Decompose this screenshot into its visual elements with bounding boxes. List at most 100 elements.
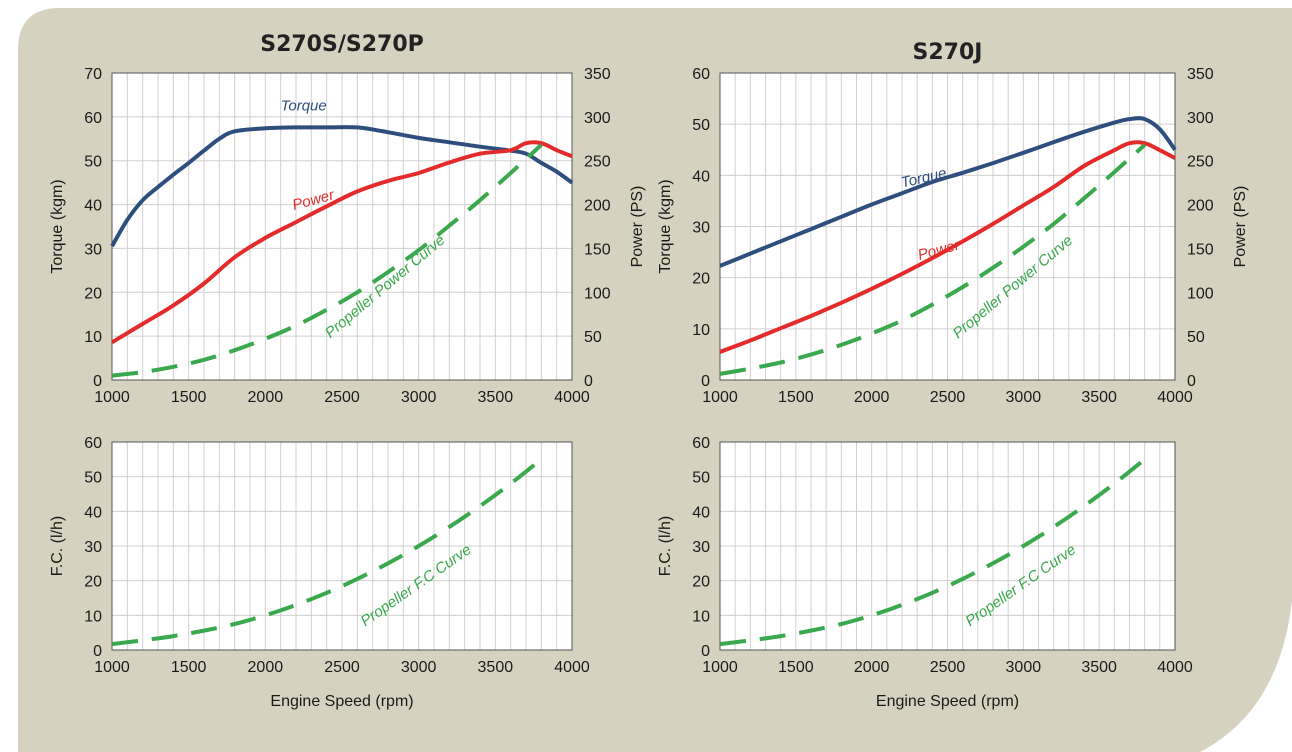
x-tick-label: 3000 bbox=[401, 389, 437, 406]
y-tick-label: 20 bbox=[692, 271, 710, 288]
annotation-torque-label: Torque bbox=[281, 97, 327, 114]
y2-tick-label: 250 bbox=[584, 154, 611, 171]
y2-tick-label: 200 bbox=[584, 198, 611, 215]
y-tick-label: 40 bbox=[84, 504, 102, 521]
x-tick-label: 2000 bbox=[854, 389, 890, 406]
x-axis-label: Engine Speed (rpm) bbox=[270, 693, 413, 710]
y-tick-label: 0 bbox=[93, 643, 102, 660]
x-tick-label: 1500 bbox=[778, 659, 814, 676]
y-tick-label: 30 bbox=[84, 241, 102, 258]
y-tick-label: 10 bbox=[692, 322, 710, 339]
series-torque-line bbox=[110, 125, 574, 248]
y2-axis-label: Power (PS) bbox=[1232, 186, 1249, 268]
x-tick-label: 3000 bbox=[1006, 659, 1042, 676]
x-tick-label: 2000 bbox=[854, 659, 890, 676]
series-power-line bbox=[719, 140, 1176, 354]
x-tick-label: 1500 bbox=[171, 659, 207, 676]
y2-tick-label: 50 bbox=[1187, 329, 1205, 346]
y-tick-label: 30 bbox=[692, 220, 710, 237]
x-tick-label: 3000 bbox=[1006, 389, 1042, 406]
x-tick-label: 1000 bbox=[702, 659, 738, 676]
x-tick-label: 2500 bbox=[324, 389, 360, 406]
y-tick-label: 60 bbox=[692, 435, 710, 452]
y2-tick-label: 200 bbox=[1187, 198, 1214, 215]
x-tick-label: 3500 bbox=[478, 659, 514, 676]
chart-3: 1000 1500 2000 2500 3000 3500 4000 0 10 20 30 40 50 6… bbox=[657, 435, 1193, 710]
chart-1: 1000 1500 2000 2500 3000 3500 4000010203040506… bbox=[657, 66, 1249, 406]
y2-tick-label: 300 bbox=[584, 110, 611, 127]
y-axis-label: F.C. (l/h) bbox=[49, 516, 66, 576]
x-tick-label: 3500 bbox=[478, 389, 514, 406]
chart-0: 1000 1500 2000 2500 3000 3500 4000010203040506… bbox=[49, 66, 646, 406]
y2-tick-label: 150 bbox=[1187, 241, 1214, 258]
y-tick-label: 30 bbox=[84, 539, 102, 556]
x-tick-label: 2500 bbox=[930, 659, 966, 676]
x-tick-label: 2500 bbox=[324, 659, 360, 676]
y2-axis-label: Power (PS) bbox=[629, 186, 646, 268]
y2-tick-label: 100 bbox=[584, 285, 611, 302]
y2-tick-label: 100 bbox=[1187, 285, 1214, 302]
y-tick-label: 40 bbox=[84, 198, 102, 215]
series-propeller-f-c-curve-line bbox=[719, 457, 1146, 647]
y2-tick-label: 350 bbox=[584, 66, 611, 83]
y-axis-label: Torque (kgm) bbox=[49, 179, 66, 273]
chart-2: 1000 1500 2000 2500 3000 3500 4000 0 10 20 30 40 50 6… bbox=[49, 435, 590, 710]
y-tick-label: 0 bbox=[701, 373, 710, 390]
x-tick-label: 4000 bbox=[554, 659, 590, 676]
chart-title-left: S270S/S270P bbox=[260, 32, 424, 57]
x-tick-label: 4000 bbox=[1157, 659, 1193, 676]
x-tick-label: 3000 bbox=[401, 659, 437, 676]
y-tick-label: 50 bbox=[692, 117, 710, 134]
series-propeller-f-c-curve-line bbox=[111, 457, 543, 647]
y-tick-label: 60 bbox=[84, 435, 102, 452]
y-tick-label: 0 bbox=[701, 643, 710, 660]
x-tick-label: 3500 bbox=[1081, 389, 1117, 406]
y-tick-label: 60 bbox=[84, 110, 102, 127]
y2-tick-label: 250 bbox=[1187, 154, 1214, 171]
y-tick-label: 30 bbox=[692, 539, 710, 556]
y2-tick-label: 150 bbox=[584, 241, 611, 258]
x-tick-label: 2500 bbox=[930, 389, 966, 406]
x-tick-label: 1000 bbox=[94, 659, 130, 676]
y-tick-label: 10 bbox=[84, 329, 102, 346]
y2-tick-label: 0 bbox=[584, 373, 593, 390]
chart-title-right: S270J bbox=[912, 40, 983, 65]
y-tick-label: 50 bbox=[84, 470, 102, 487]
y2-tick-label: 50 bbox=[584, 329, 602, 346]
y-tick-label: 50 bbox=[84, 154, 102, 171]
y2-tick-label: 300 bbox=[1187, 110, 1214, 127]
x-axis-label: Engine Speed (rpm) bbox=[876, 693, 1019, 710]
x-tick-label: 4000 bbox=[1157, 389, 1193, 406]
y-tick-label: 50 bbox=[692, 470, 710, 487]
series-power-line bbox=[110, 140, 573, 345]
x-tick-label: 3500 bbox=[1081, 659, 1117, 676]
y-tick-label: 20 bbox=[84, 285, 102, 302]
y-tick-label: 60 bbox=[692, 66, 710, 83]
series-propeller-power-curve-line bbox=[719, 143, 1147, 376]
x-tick-label: 1500 bbox=[171, 389, 207, 406]
y2-tick-label: 0 bbox=[1187, 373, 1196, 390]
y-tick-label: 40 bbox=[692, 168, 710, 185]
x-tick-label: 1000 bbox=[702, 389, 738, 406]
y-tick-label: 20 bbox=[692, 574, 710, 591]
y-tick-label: 70 bbox=[84, 66, 102, 83]
y-tick-label: 10 bbox=[692, 608, 710, 625]
x-tick-label: 4000 bbox=[554, 389, 590, 406]
plot-frame bbox=[111, 72, 573, 381]
series-propeller-power-curve-line bbox=[111, 143, 543, 378]
series-torque-line bbox=[719, 116, 1177, 268]
plot-frame bbox=[719, 441, 1176, 651]
y-axis-label: F.C. (l/h) bbox=[657, 516, 674, 576]
x-tick-label: 1500 bbox=[778, 389, 814, 406]
y-tick-label: 0 bbox=[93, 373, 102, 390]
y2-tick-label: 350 bbox=[1187, 66, 1214, 83]
x-tick-label: 1000 bbox=[94, 389, 130, 406]
y-tick-label: 20 bbox=[84, 574, 102, 591]
y-axis-label: Torque (kgm) bbox=[657, 179, 674, 273]
x-tick-label: 2000 bbox=[248, 659, 284, 676]
y-tick-label: 40 bbox=[692, 504, 710, 521]
plot-frame bbox=[719, 72, 1176, 381]
plot-frame bbox=[111, 441, 573, 651]
